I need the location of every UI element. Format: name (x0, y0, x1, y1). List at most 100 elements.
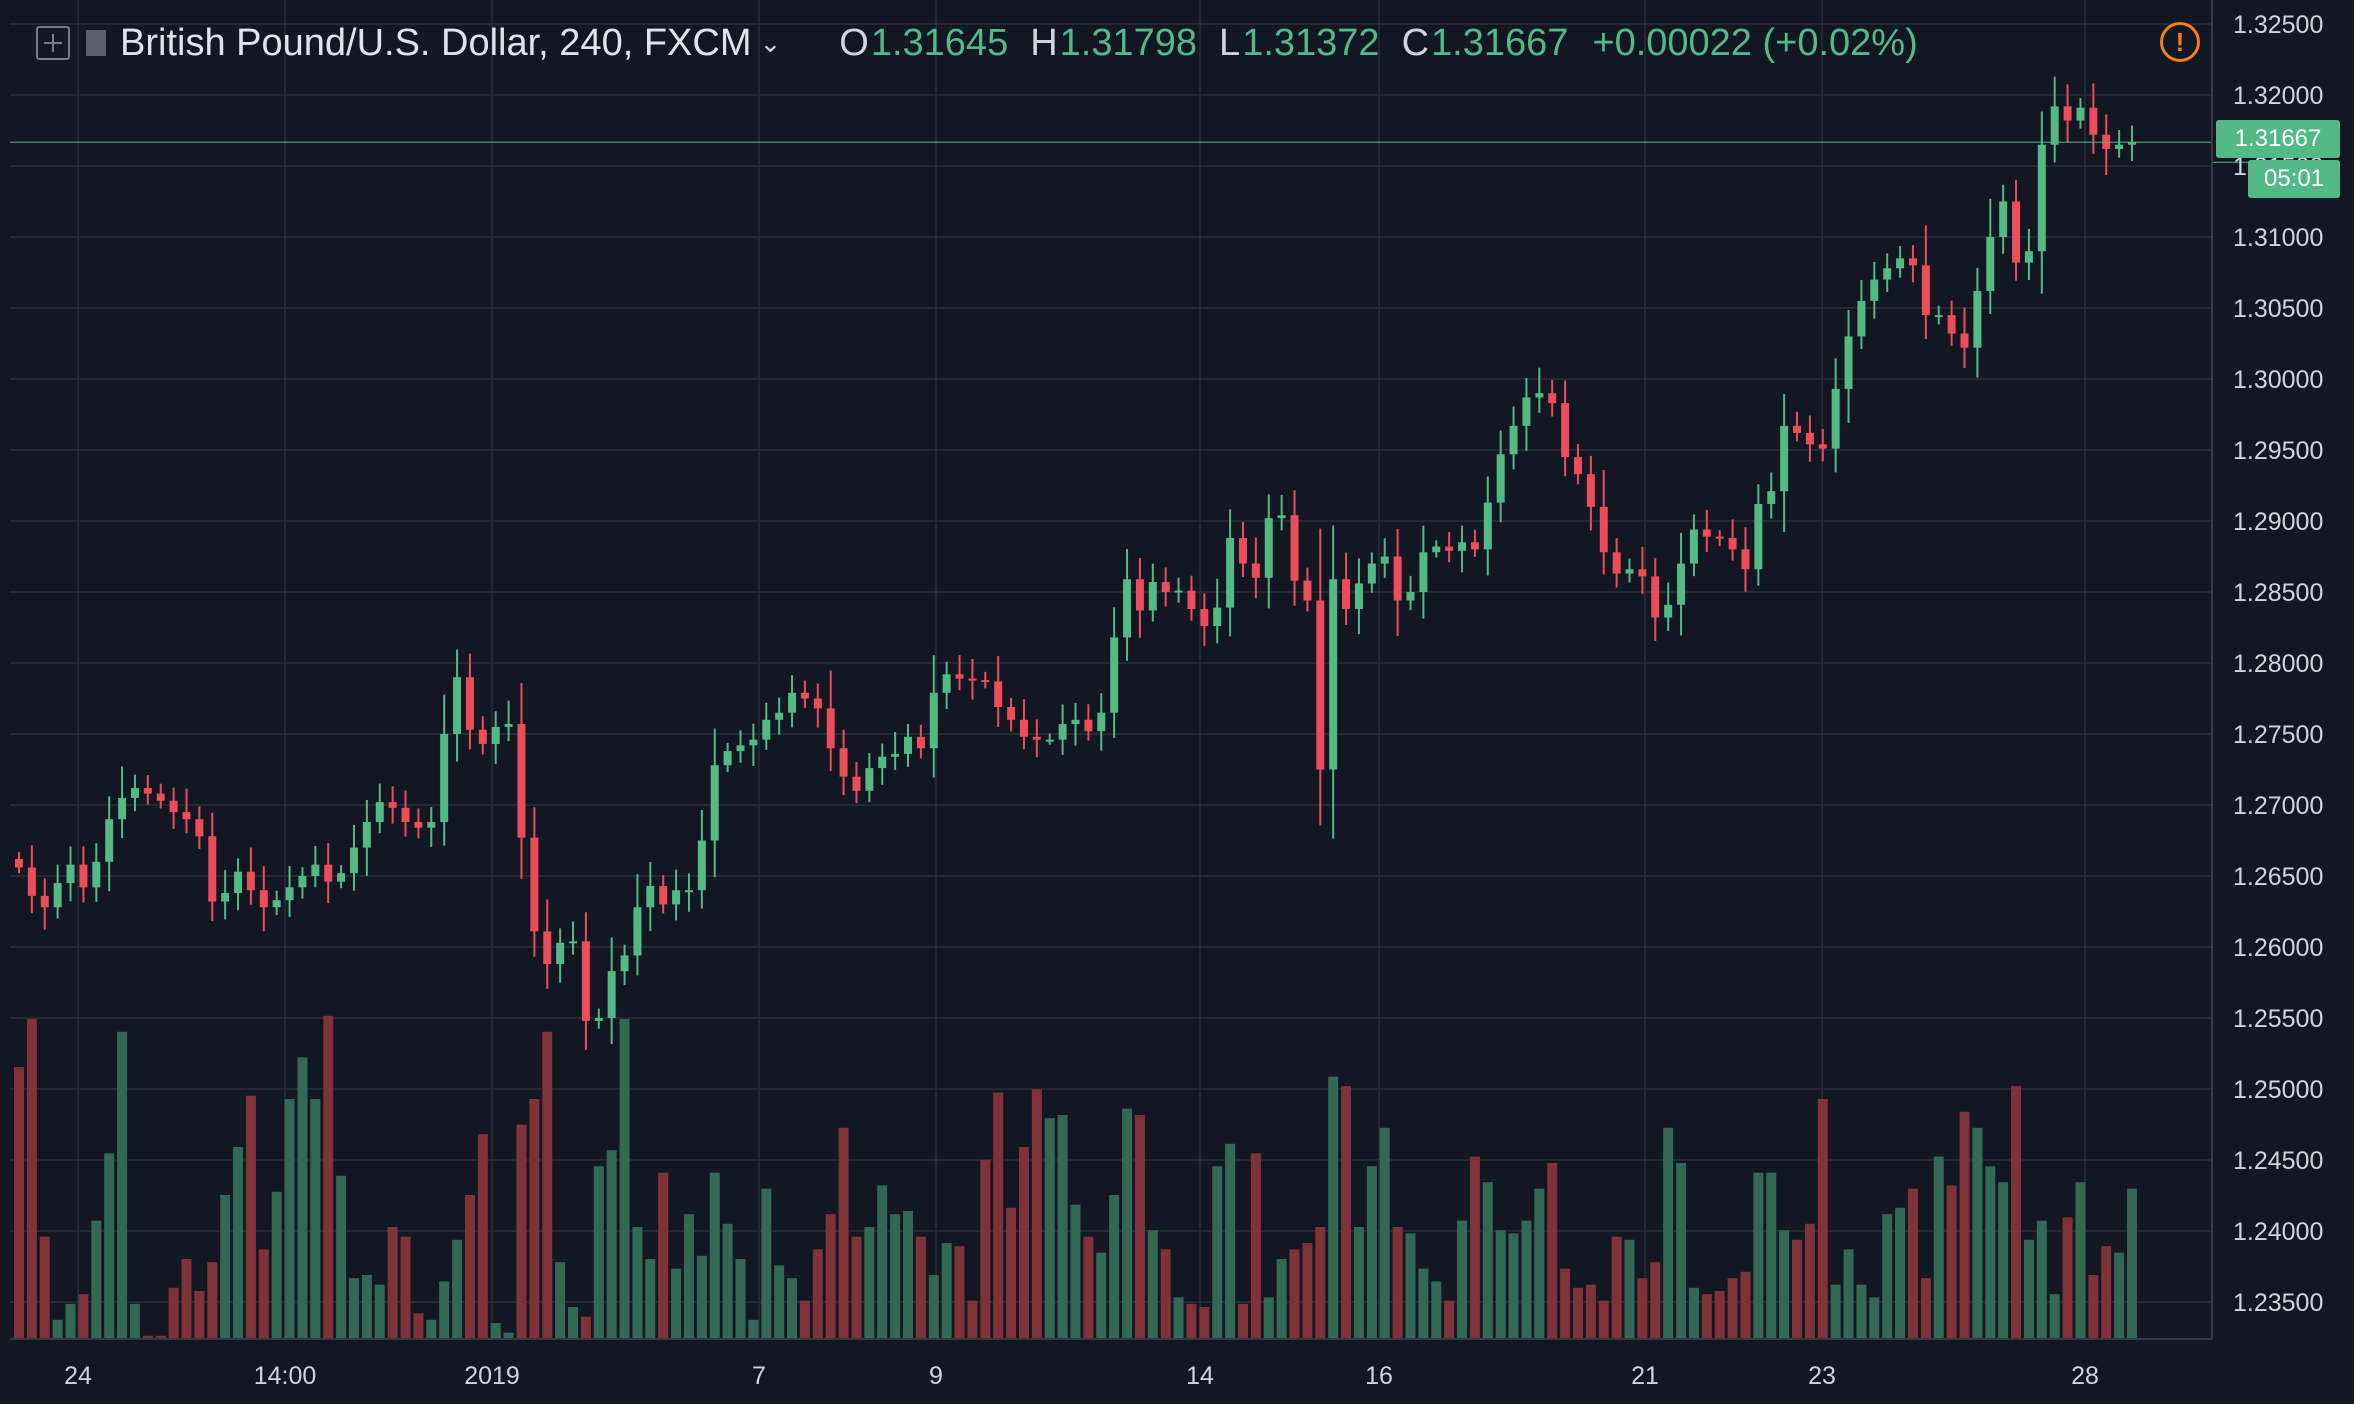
volume-bar (851, 1236, 862, 1339)
volume-bar (1534, 1188, 1545, 1339)
candle-body (1161, 582, 1170, 592)
candle-body (208, 836, 217, 902)
x-tick-label: 14:00 (254, 1362, 317, 1390)
y-tick-label: 1.32000 (2233, 82, 2323, 110)
candle-body (942, 674, 951, 693)
volume-bar (1727, 1278, 1738, 1339)
candle-body (2128, 141, 2136, 145)
candle-body (2063, 106, 2072, 121)
chevron-down-icon[interactable]: ⌄ (759, 27, 782, 58)
low-value: 1.31372 (1242, 21, 1380, 64)
candle-body (182, 812, 191, 820)
volume-bar (516, 1124, 527, 1339)
candle-body (1638, 569, 1647, 577)
low-label: L (1219, 21, 1241, 64)
candle-body (1831, 388, 1840, 449)
volume-bar (78, 1294, 89, 1339)
volume-bar (297, 1057, 308, 1339)
x-tick-label: 23 (1808, 1362, 1836, 1390)
add-icon[interactable] (36, 26, 70, 60)
candle-body (1354, 583, 1363, 610)
volume-bar (1637, 1278, 1648, 1339)
candle-body (852, 776, 861, 791)
candle-body (143, 787, 152, 794)
volume-bar (555, 1262, 566, 1339)
y-tick-label: 1.23500 (2233, 1289, 2323, 1317)
candle-body (1793, 425, 1802, 433)
candle-body (916, 736, 925, 749)
volume-bar (1508, 1233, 1519, 1339)
candle-body (1522, 397, 1531, 426)
volume-bar (2049, 1294, 2060, 1339)
candle-body (1316, 600, 1325, 770)
candle-body (1238, 538, 1247, 564)
candle-body (1496, 454, 1505, 503)
volume-bar (787, 1278, 798, 1339)
x-tick-label: 9 (929, 1362, 943, 1390)
volume-bar (1830, 1284, 1841, 1339)
volume-bar (1804, 1223, 1815, 1339)
candle-body (427, 822, 436, 828)
volume-bar (1843, 1249, 1854, 1339)
volume-bar (220, 1195, 231, 1339)
volume-bar (1701, 1294, 1712, 1339)
candle-body (130, 787, 139, 798)
volume-bar (207, 1262, 218, 1339)
volume-bar (400, 1236, 411, 1339)
volume-bar (761, 1188, 772, 1339)
volume-bar (1753, 1172, 1764, 1339)
symbol-title[interactable]: British Pound/U.S. Dollar, 240, FXCM (120, 21, 752, 64)
candle-body (659, 885, 668, 905)
candle-body (195, 819, 204, 837)
volume-bar (1237, 1303, 1248, 1339)
candle-body (2076, 107, 2085, 121)
volume-bar (1817, 1099, 1828, 1339)
volume-bar (1792, 1239, 1803, 1339)
candle-body (1728, 538, 1737, 550)
close-label: C (1401, 21, 1430, 64)
candle-body (1805, 432, 1814, 445)
candle-body (453, 677, 462, 734)
candle-body (1883, 268, 1892, 280)
volume-bar (1134, 1115, 1145, 1339)
y-tick-label: 1.25000 (2233, 1076, 2323, 1104)
candle-body (1213, 607, 1222, 627)
y-tick-label: 1.28000 (2233, 650, 2323, 678)
volume-bar (1418, 1268, 1429, 1339)
change-value: +0.00022 (+0.02%) (1592, 21, 1918, 64)
candle-body (1367, 563, 1376, 584)
candle-body (79, 864, 88, 888)
volume-bars (14, 1015, 2137, 1339)
volume-bar (1946, 1185, 1957, 1339)
candle-body (813, 698, 822, 709)
candle-body (1573, 457, 1582, 475)
volume-bar (1006, 1207, 1017, 1339)
volume-bar (1688, 1287, 1699, 1339)
last-price-line (10, 141, 2340, 163)
candle-body (581, 941, 590, 1021)
candle-body (865, 768, 874, 791)
volume-bar (1302, 1243, 1313, 1339)
volume-bar (915, 1236, 926, 1339)
volume-bar (2127, 1188, 2137, 1339)
countdown-tag: 05:01 (2248, 160, 2340, 198)
candle-body (169, 800, 178, 813)
x-tick-label: 2019 (464, 1362, 520, 1390)
volume-bar (696, 1255, 707, 1339)
candle-body (1432, 546, 1441, 553)
candle-body (337, 873, 346, 882)
warning-icon[interactable]: ! (2160, 22, 2200, 62)
candle-body (788, 692, 797, 713)
candle-body (800, 692, 809, 699)
volume-bar (1328, 1076, 1339, 1339)
volume-bar (903, 1211, 914, 1339)
candle-body (2115, 144, 2124, 149)
volume-bar (168, 1287, 179, 1339)
candle-body (1767, 491, 1776, 504)
volume-bar (1598, 1300, 1609, 1339)
volume-bar (1766, 1172, 1777, 1339)
candle-body (981, 680, 990, 683)
y-tick-label: 1.27000 (2233, 792, 2323, 820)
open-label: O (839, 21, 869, 64)
